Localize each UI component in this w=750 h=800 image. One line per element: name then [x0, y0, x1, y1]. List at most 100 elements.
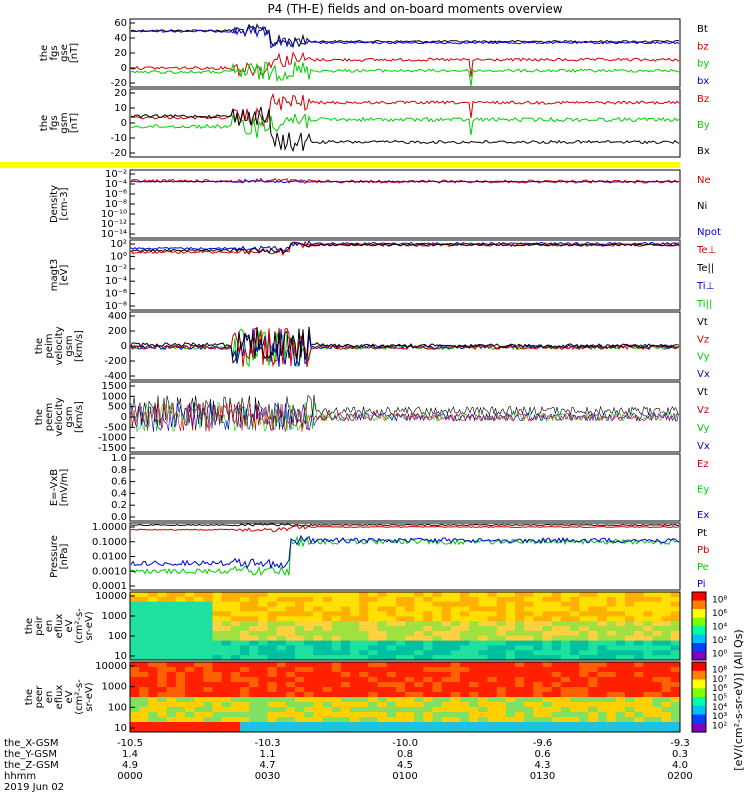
spectrogram-cell: [579, 630, 589, 637]
y-axis-label: eflux: [54, 614, 65, 639]
spectrogram-cell: [542, 645, 553, 651]
spectrogram-cell: [542, 717, 553, 723]
spectrogram-cell: [634, 707, 644, 713]
spectrogram-cell: [670, 601, 681, 608]
spectrogram-cell: [515, 717, 525, 723]
spectrogram-cell: [524, 717, 534, 723]
spectrogram-cell: [441, 606, 452, 612]
spectrogram-cell: [368, 702, 378, 708]
spectrogram-cell: [542, 692, 553, 698]
spectrogram-cell: [221, 601, 232, 608]
spectrogram-cell: [487, 630, 498, 637]
y-tick-label: 1000: [102, 682, 127, 693]
spectrogram-cell: [130, 650, 140, 656]
spectrogram-cell: [625, 697, 635, 703]
spectrogram-cell: [670, 616, 681, 622]
colorbar-swatch: [692, 688, 706, 698]
spectrogram-cell: [441, 596, 452, 603]
spectrogram-cell: [441, 687, 452, 693]
spectrogram-cell: [258, 635, 268, 642]
spectrogram-cell: [405, 717, 415, 723]
spectrogram-cell: [570, 635, 580, 642]
spectrogram-cell: [524, 601, 534, 608]
y-axis-label: the: [39, 45, 50, 61]
spectrogram-cell: [450, 616, 461, 622]
spectrogram-cell: [139, 592, 149, 598]
spectrogram-cell: [542, 682, 553, 688]
colorbar-tick: 10⁶: [712, 609, 727, 619]
spectrogram-cell: [249, 697, 259, 703]
spectrogram-cell: [661, 611, 672, 617]
spectrogram-cell: [652, 650, 663, 656]
spectrogram-cell: [450, 672, 461, 678]
spectrogram-cell: [276, 667, 287, 673]
spectrogram-cell: [276, 645, 287, 651]
spectrogram-cell: [395, 692, 406, 698]
spectrogram-cell: [460, 662, 470, 668]
spectrogram-cell: [285, 645, 296, 651]
y-tick-label: 0: [121, 63, 127, 74]
spectrogram-cell: [240, 687, 250, 693]
spectrogram-cell: [423, 601, 433, 608]
spectrogram-cell: [542, 712, 553, 718]
spectrogram-cell: [652, 662, 663, 668]
spectrogram-cell: [221, 667, 232, 673]
spectrogram-cell: [588, 611, 598, 617]
spectrogram-cell: [377, 672, 388, 678]
spectrogram-cell: [175, 712, 186, 718]
spectrogram-cell: [460, 692, 470, 698]
spectrogram-cell: [579, 727, 589, 733]
spectrogram-cell: [212, 596, 223, 603]
spectrogram-cell: [194, 640, 204, 646]
spectrogram-cell: [615, 727, 626, 733]
y-tick-label: -1000: [98, 433, 127, 444]
spectrogram-cell: [524, 635, 534, 642]
spectrogram-cell: [469, 712, 479, 718]
spectrogram-cell: [478, 630, 488, 637]
spectrogram-cell: [194, 712, 204, 718]
series-Pb-line: [130, 524, 680, 533]
spectrogram-cell: [570, 682, 580, 688]
spectrogram-cell: [130, 687, 140, 693]
spectrogram-cell: [340, 635, 351, 642]
spectrogram-cell: [395, 722, 406, 728]
spectrogram-cell: [166, 702, 177, 708]
spectrogram-cell: [432, 722, 443, 728]
spectrogram-cell: [570, 616, 580, 622]
spectrogram-cell: [148, 662, 158, 668]
spectrogram-cell: [203, 702, 213, 708]
spectrogram-cell: [331, 601, 342, 608]
spectrogram-cell: [331, 621, 342, 627]
spectrogram-cell: [670, 645, 681, 651]
colorbar-swatch: [692, 592, 706, 601]
spectrogram-cell: [570, 677, 580, 683]
spectrogram-cell: [322, 650, 333, 656]
spectrogram-cell: [304, 667, 314, 673]
colorbar-swatch: [692, 697, 706, 707]
spectrogram-cell: [570, 717, 580, 723]
spectrogram-cell: [469, 727, 479, 733]
spectrogram-cell: [579, 717, 589, 723]
spectrogram-cell: [432, 621, 443, 627]
spectrogram-cell: [570, 697, 580, 703]
spectrogram-cell: [551, 697, 562, 703]
spectrogram-cell: [331, 727, 342, 733]
spectrogram-cell: [139, 702, 149, 708]
spectrogram-cell: [551, 611, 562, 617]
spectrogram-cell: [359, 645, 369, 651]
spectrogram-cell: [194, 616, 204, 622]
spectrogram-cell: [505, 672, 516, 678]
spectrogram-cell: [148, 682, 158, 688]
spectrogram-cell: [570, 630, 580, 637]
spectrogram-cell: [249, 662, 259, 668]
spectrogram-cell: [221, 722, 232, 728]
spectrogram-cell: [203, 722, 213, 728]
spectrogram-cell: [166, 667, 177, 673]
spectrogram-cell: [661, 592, 672, 598]
spectrogram-cell: [469, 717, 479, 723]
spectrogram-cell: [560, 645, 571, 651]
spectrogram-cell: [304, 611, 314, 617]
spectrogram-cell: [551, 592, 562, 598]
spectrogram-cell: [469, 722, 479, 728]
